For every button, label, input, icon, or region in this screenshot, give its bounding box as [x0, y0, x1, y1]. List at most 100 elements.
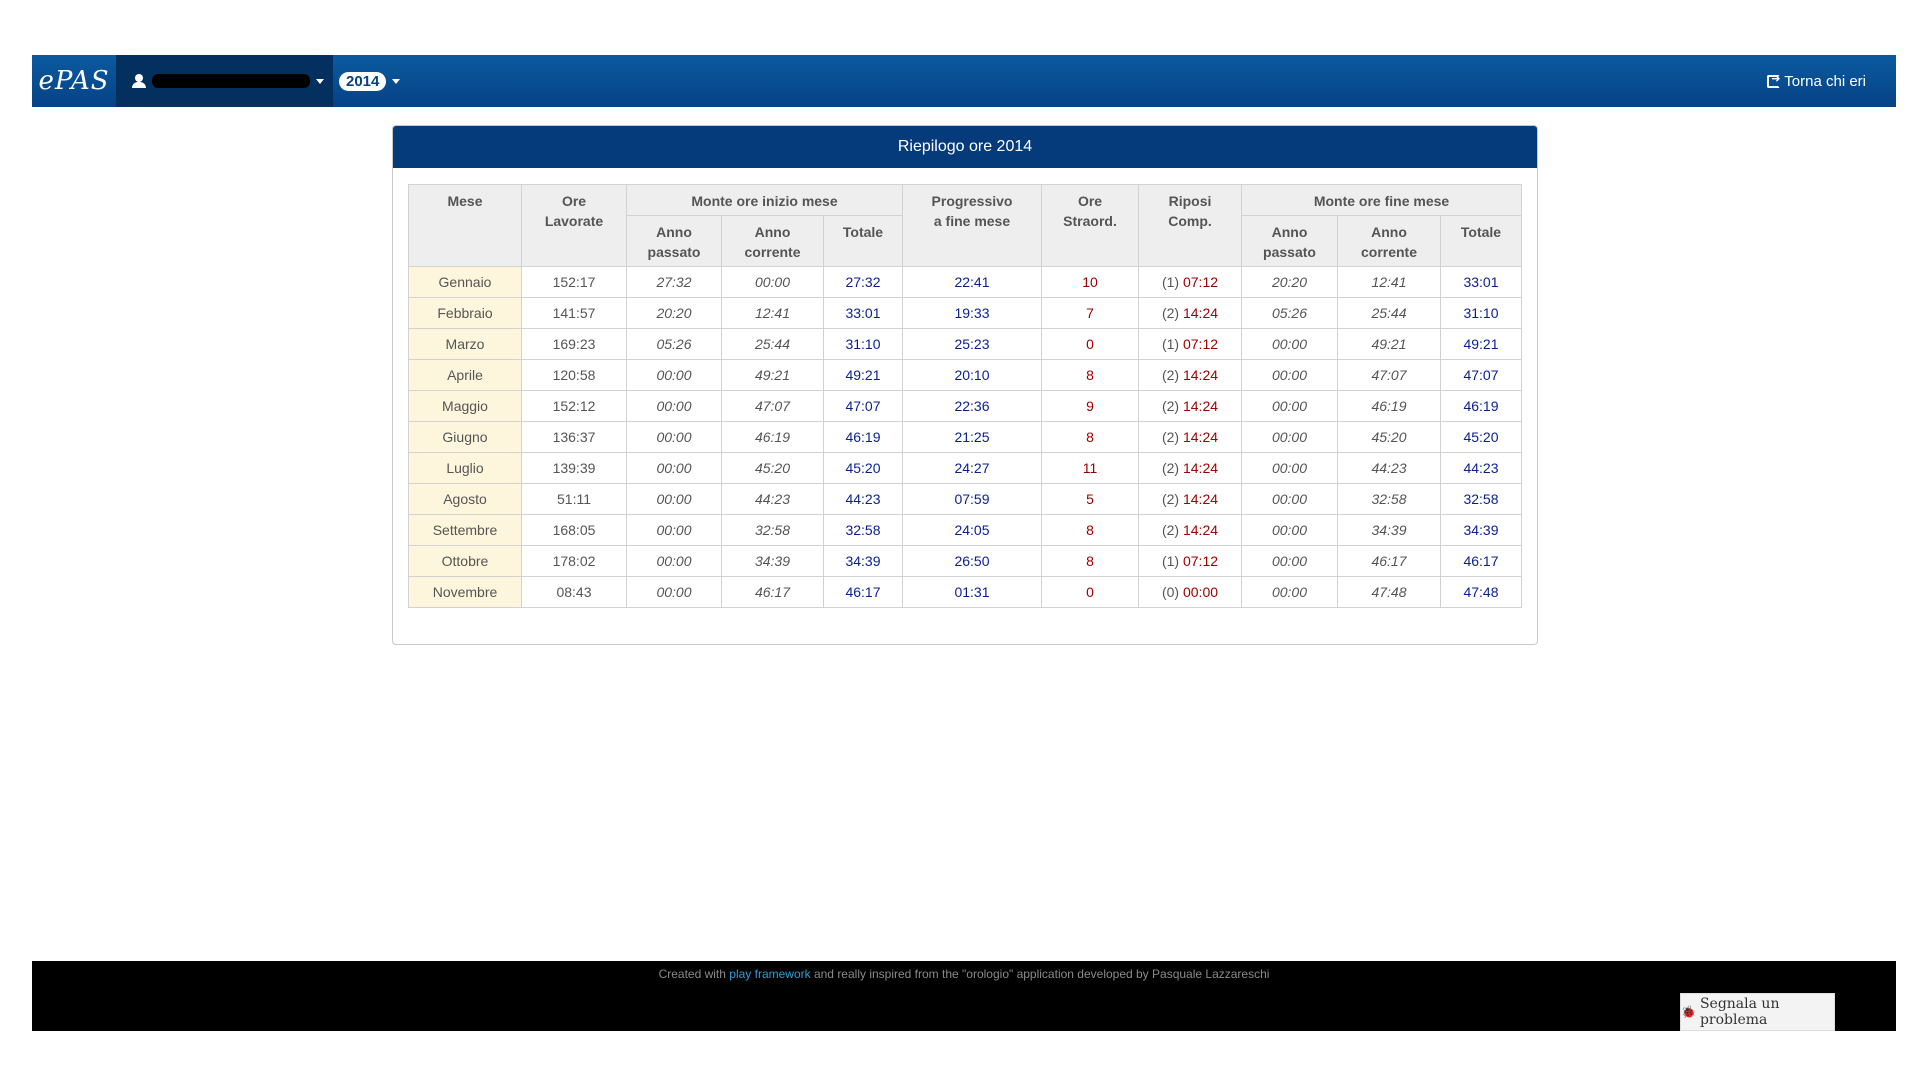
cell-riposi-comp: (2) 14:24 [1138, 297, 1242, 329]
cell-fine-totale: 46:19 [1440, 390, 1522, 422]
cell-fine-totale: 49:21 [1440, 328, 1522, 360]
cell-ore-straord: 8 [1041, 545, 1139, 577]
table-row: Febbraio 141:57 20:20 12:41 33:01 19:33 7 (2) 1… [408, 297, 1522, 329]
cell-progressivo: 24:27 [902, 452, 1042, 484]
table-row: Agosto 51:11 00:00 44:23 44:23 07:59 5 (2) 14:2… [408, 483, 1522, 515]
table-row: Novembre 08:43 00:00 46:17 46:17 01:31 0 (0) 00… [408, 576, 1522, 608]
user-dropdown[interactable] [116, 55, 333, 107]
cell-fine-totale: 34:39 [1440, 514, 1522, 546]
year-dropdown[interactable]: 2014 [333, 55, 401, 107]
cell-progressivo: 22:36 [902, 390, 1042, 422]
cell-fine-anno-passato: 00:00 [1241, 328, 1338, 360]
riposi-hours: 14:24 [1182, 460, 1219, 476]
cell-fine-anno-passato: 00:00 [1241, 576, 1338, 608]
report-problem-button[interactable]: 🐞 Segnala un problema [1680, 993, 1835, 1031]
riposi-hours: 07:12 [1182, 553, 1219, 569]
cell-inizio-anno-passato: 00:00 [626, 545, 722, 577]
torna-chi-eri-label: Torna chi eri [1784, 72, 1866, 90]
cell-mese: Marzo [408, 328, 522, 360]
cell-inizio-anno-corrente: 46:19 [721, 421, 824, 453]
cell-fine-anno-passato: 00:00 [1241, 514, 1338, 546]
cell-ore-straord: 11 [1041, 452, 1139, 484]
cell-inizio-totale: 49:21 [823, 359, 903, 391]
riposi-count: (2) [1161, 367, 1180, 383]
header-progressivo: Progressivo a fine mese [902, 184, 1042, 267]
cell-inizio-anno-corrente: 46:17 [721, 576, 824, 608]
riposi-count: (2) [1161, 491, 1180, 507]
cell-inizio-anno-passato: 00:00 [626, 359, 722, 391]
cell-riposi-comp: (2) 14:24 [1138, 514, 1242, 546]
cell-riposi-comp: (2) 14:24 [1138, 452, 1242, 484]
table-row: Luglio 139:39 00:00 45:20 45:20 24:27 11 (2) 14… [408, 452, 1522, 484]
cell-ore-lavorate: 152:17 [521, 266, 627, 298]
year-badge: 2014 [339, 71, 387, 91]
cell-inizio-anno-passato: 00:00 [626, 514, 722, 546]
cell-progressivo: 21:25 [902, 421, 1042, 453]
cell-fine-totale: 47:48 [1440, 576, 1522, 608]
cell-progressivo: 24:05 [902, 514, 1042, 546]
cell-inizio-anno-corrente: 00:00 [721, 266, 824, 298]
cell-riposi-comp: (2) 14:24 [1138, 421, 1242, 453]
cell-fine-anno-passato: 00:00 [1241, 545, 1338, 577]
footer-text-before: Created with [658, 967, 730, 981]
cell-inizio-totale: 44:23 [823, 483, 903, 515]
header-monte-inizio: Monte ore inizio mese [626, 184, 903, 216]
cell-progressivo: 07:59 [902, 483, 1042, 515]
riposi-count: (2) [1161, 429, 1180, 445]
cell-fine-anno-passato: 00:00 [1241, 452, 1338, 484]
footer-credits: Created with play framework and really i… [32, 967, 1896, 981]
cell-fine-anno-passato: 00:00 [1241, 390, 1338, 422]
riposi-hours: 00:00 [1182, 584, 1219, 600]
play-framework-link[interactable]: play framework [729, 967, 811, 981]
cell-inizio-anno-corrente: 25:44 [721, 328, 824, 360]
riposi-hours: 14:24 [1182, 491, 1219, 507]
riposi-hours: 07:12 [1182, 336, 1219, 352]
sign-out-icon [1767, 72, 1781, 88]
table-row: Aprile 120:58 00:00 49:21 49:21 20:10 8 (2) 14:… [408, 359, 1522, 391]
cell-fine-totale: 33:01 [1440, 266, 1522, 298]
cell-inizio-totale: 46:17 [823, 576, 903, 608]
cell-mese: Ottobre [408, 545, 522, 577]
riposi-hours: 07:12 [1182, 274, 1219, 290]
riposi-count: (2) [1161, 305, 1180, 321]
cell-ore-straord: 9 [1041, 390, 1139, 422]
cell-inizio-anno-corrente: 49:21 [721, 359, 824, 391]
cell-ore-straord: 0 [1041, 576, 1139, 608]
table-body: Gennaio 152:17 27:32 00:00 27:32 22:41 10 (1) 0… [408, 266, 1522, 608]
hours-summary-table: Mese Ore Lavorate Monte ore inizio mese P… [408, 184, 1522, 608]
cell-riposi-comp: (2) 14:24 [1138, 483, 1242, 515]
riposi-count: (2) [1161, 398, 1180, 414]
cell-inizio-anno-passato: 20:20 [626, 297, 722, 329]
cell-progressivo: 01:31 [902, 576, 1042, 608]
brand-logo[interactable]: ePAS [38, 66, 110, 96]
cell-fine-anno-corrente: 44:23 [1337, 452, 1441, 484]
cell-fine-totale: 32:58 [1440, 483, 1522, 515]
torna-chi-eri-link[interactable]: Torna chi eri [1767, 72, 1866, 90]
cell-ore-straord: 7 [1041, 297, 1139, 329]
cell-ore-lavorate: 139:39 [521, 452, 627, 484]
cell-fine-totale: 46:17 [1440, 545, 1522, 577]
cell-inizio-anno-passato: 00:00 [626, 452, 722, 484]
cell-riposi-comp: (2) 14:24 [1138, 390, 1242, 422]
riposi-count: (2) [1161, 522, 1180, 538]
cell-ore-lavorate: 08:43 [521, 576, 627, 608]
chevron-down-icon [316, 78, 324, 84]
header-fine-totale: Totale [1440, 215, 1522, 267]
cell-inizio-anno-corrente: 34:39 [721, 545, 824, 577]
cell-ore-lavorate: 152:12 [521, 390, 627, 422]
cell-inizio-totale: 45:20 [823, 452, 903, 484]
header-fine-anno-passato: Anno passato [1241, 215, 1338, 267]
cell-mese: Settembre [408, 514, 522, 546]
cell-inizio-anno-passato: 05:26 [626, 328, 722, 360]
cell-fine-anno-corrente: 49:21 [1337, 328, 1441, 360]
header-ore-straord: Ore Straord. [1041, 184, 1139, 267]
cell-fine-totale: 45:20 [1440, 421, 1522, 453]
riposi-hours: 14:24 [1182, 398, 1219, 414]
cell-mese: Maggio [408, 390, 522, 422]
riposi-hours: 14:24 [1182, 522, 1219, 538]
cell-mese: Aprile [408, 359, 522, 391]
chevron-down-icon [392, 78, 401, 84]
cell-ore-lavorate: 120:58 [521, 359, 627, 391]
cell-fine-anno-corrente: 47:48 [1337, 576, 1441, 608]
cell-inizio-anno-passato: 00:00 [626, 390, 722, 422]
